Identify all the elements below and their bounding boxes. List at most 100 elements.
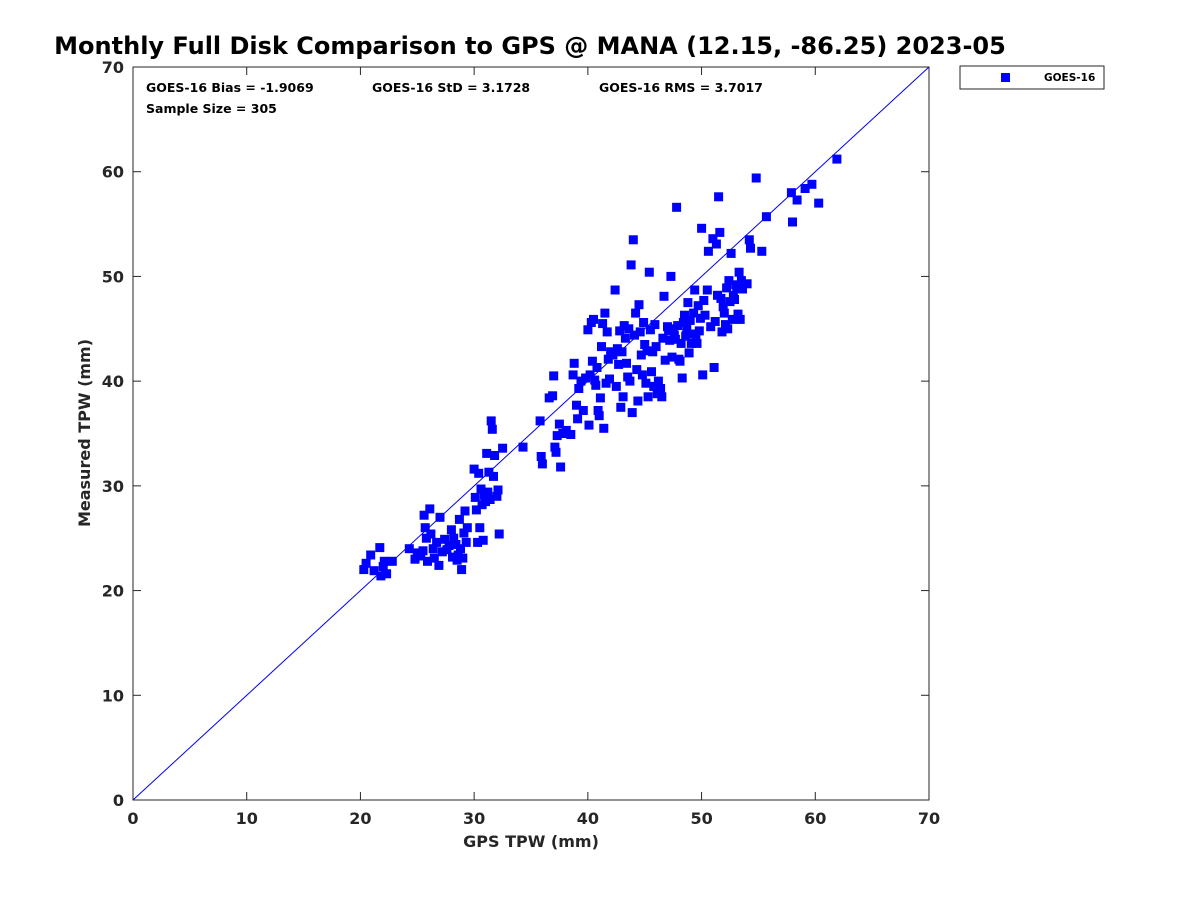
y-tick-label: 70 (102, 58, 124, 77)
data-point (673, 321, 683, 331)
data-point (733, 309, 743, 319)
legend-marker-goes16 (1001, 73, 1010, 82)
legend-box (959, 65, 1105, 90)
data-point (487, 424, 497, 434)
data-point (653, 376, 663, 386)
data-point (672, 202, 682, 212)
legend: GOES-16 (959, 65, 1105, 90)
bias-stat: GOES-16 Bias = -1.9069 (146, 80, 314, 95)
data-point (387, 556, 397, 566)
data-point (382, 569, 392, 579)
data-point (444, 541, 454, 550)
data-point (428, 544, 438, 554)
data-point (722, 283, 732, 293)
y-tick-label: 40 (102, 372, 124, 391)
data-point (471, 505, 481, 515)
data-point (693, 301, 703, 311)
legend-label-goes16: GOES-16 (1044, 72, 1095, 84)
x-tick-label: 40 (577, 809, 599, 828)
data-point (617, 347, 627, 357)
data-point (474, 468, 484, 478)
data-point (708, 234, 718, 244)
data-point (670, 334, 680, 344)
data-point (375, 543, 385, 553)
data-point (469, 464, 479, 474)
data-point (591, 380, 601, 390)
data-point (666, 271, 676, 281)
data-point (700, 310, 710, 320)
data-point (631, 308, 641, 318)
data-point (724, 276, 734, 286)
data-point (420, 523, 430, 533)
data-point (681, 331, 691, 341)
data-point (458, 553, 468, 563)
data-point (587, 356, 597, 366)
data-point (727, 314, 737, 324)
data-point (589, 314, 598, 324)
data-point (647, 367, 656, 377)
data-point (698, 370, 708, 380)
data-point (611, 381, 621, 391)
data-point (667, 352, 677, 362)
data-point (678, 318, 688, 327)
data-point (675, 356, 685, 366)
y-tick-label: 20 (102, 582, 124, 601)
data-point (622, 358, 631, 368)
data-point (446, 525, 456, 535)
data-point (656, 384, 666, 393)
data-point (456, 544, 465, 554)
data-point (599, 423, 609, 433)
data-point (490, 451, 500, 460)
data-point (566, 430, 576, 439)
x-tick-label: 10 (236, 809, 258, 828)
data-point (657, 392, 667, 402)
data-point (602, 327, 612, 337)
data-point (832, 154, 842, 164)
sample-size-stat: Sample Size = 305 (146, 101, 277, 116)
data-point (650, 320, 660, 330)
data-point (716, 293, 726, 303)
data-point (620, 333, 630, 343)
axis-ticks: 0 10 20 30 40 50 60 70 0 10 20 30 40 50 60 70 (102, 58, 940, 828)
x-tick-label: 50 (690, 809, 712, 828)
data-point (699, 296, 709, 305)
data-point (814, 198, 824, 208)
data-point (632, 365, 642, 375)
data-point (359, 565, 369, 575)
data-point (695, 313, 705, 323)
data-point (640, 340, 650, 349)
data-point (685, 315, 695, 325)
data-point (426, 529, 436, 539)
data-point (610, 285, 620, 295)
data-point (730, 295, 739, 304)
data-point (573, 414, 583, 424)
data-point (677, 373, 687, 383)
y-axis-label: Measured TPW (mm) (75, 339, 94, 527)
data-point (618, 392, 628, 402)
x-tick-label: 0 (127, 809, 138, 828)
data-point (697, 223, 707, 233)
data-point (492, 491, 502, 501)
data-point (603, 354, 613, 364)
data-point (457, 565, 467, 575)
data-point (448, 552, 457, 562)
data-point (635, 327, 645, 337)
data-point (682, 323, 692, 333)
data-point (676, 338, 686, 348)
data-point (376, 571, 386, 581)
data-point (485, 495, 495, 504)
data-point (615, 326, 625, 336)
data-point (648, 347, 658, 357)
data-point (605, 374, 614, 384)
data-point (429, 553, 439, 563)
data-point (578, 406, 588, 415)
data-point (473, 537, 483, 547)
data-point (574, 384, 584, 393)
data-point (719, 308, 729, 318)
reference-line-group (132, 66, 930, 801)
data-point (451, 540, 461, 549)
data-point (440, 534, 450, 544)
data-point (379, 556, 389, 566)
data-point (423, 556, 432, 566)
data-point (461, 537, 471, 547)
